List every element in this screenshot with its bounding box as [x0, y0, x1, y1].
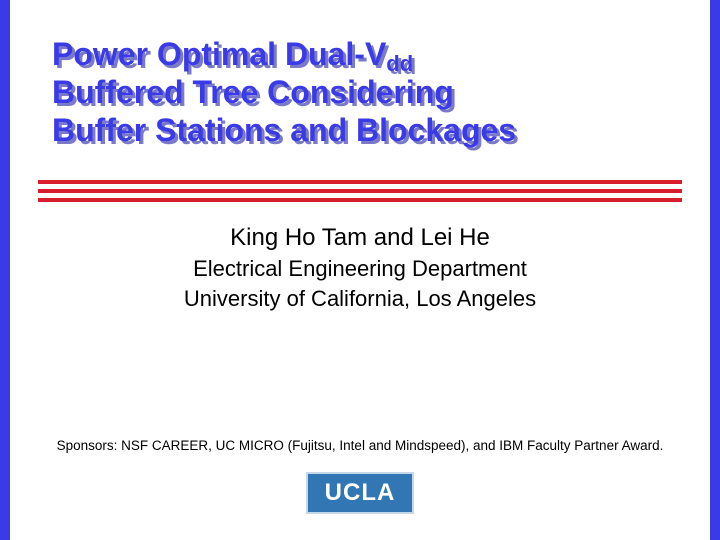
title-main: Power Optimal Dual-Vdd Buffered Tree Con… [52, 36, 668, 149]
title-line3: Buffer Stations and Blockages [52, 112, 516, 148]
ucla-logo: UCLA [306, 472, 414, 514]
rule-1 [38, 180, 682, 184]
author-university: University of California, Los Angeles [60, 286, 660, 312]
title-line1-pre: Power Optimal Dual-V [52, 36, 386, 72]
sponsors-line: Sponsors: NSF CAREER, UC MICRO (Fujitsu,… [38, 438, 682, 453]
rule-3 [38, 198, 682, 202]
title-line1-sub: dd [386, 51, 413, 76]
rule-2 [38, 189, 682, 193]
author-block: King Ho Tam and Lei He Electrical Engine… [60, 224, 660, 312]
author-dept: Electrical Engineering Department [60, 256, 660, 282]
author-names: King Ho Tam and Lei He [60, 224, 660, 252]
right-accent-stripe [710, 0, 720, 540]
slide-title: Power Optimal Dual-Vdd Buffered Tree Con… [52, 36, 668, 149]
title-line2: Buffered Tree Considering [52, 74, 454, 110]
left-accent-stripe [0, 0, 10, 540]
divider-rules [38, 180, 682, 207]
ucla-logo-text: UCLA [325, 479, 396, 507]
